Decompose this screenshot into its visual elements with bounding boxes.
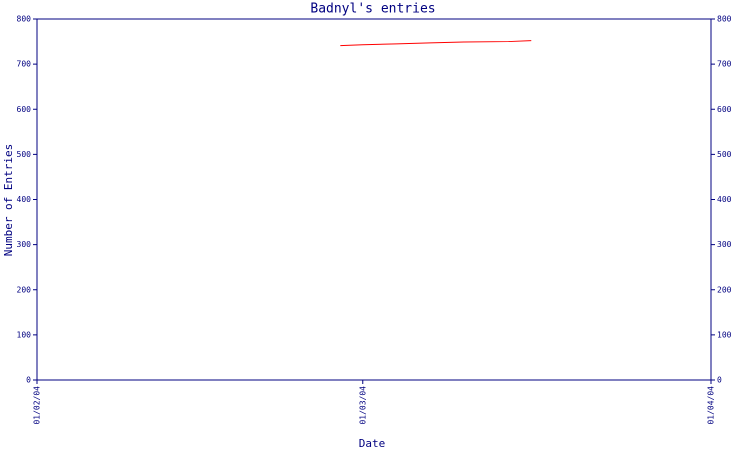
y-tick-label: 500 <box>17 150 32 159</box>
y2-tick-label: 200 <box>717 285 732 294</box>
x-tick-label: 01/02/04 <box>33 386 42 425</box>
y2-tick-label: 700 <box>717 60 732 69</box>
chart-title: Badnyl's entries <box>310 2 435 17</box>
x-axis-label: Date <box>359 437 386 450</box>
y2-tick-label: 0 <box>717 376 722 385</box>
y-tick-label: 200 <box>17 285 32 294</box>
y-tick-label: 600 <box>17 105 32 114</box>
y-tick-label: 100 <box>17 330 32 339</box>
y-tick-label: 700 <box>17 60 32 69</box>
y2-tick-label: 300 <box>717 240 732 249</box>
y-tick-label: 300 <box>17 240 32 249</box>
y2-tick-label: 500 <box>717 150 732 159</box>
data-line <box>340 40 532 47</box>
plot-frame <box>36 18 712 381</box>
y-tick-label: 400 <box>17 195 32 204</box>
y-tick-label: 800 <box>17 15 32 24</box>
y-tick-label: 0 <box>26 376 31 385</box>
y2-tick-label: 100 <box>717 330 732 339</box>
y-axis-label: Number of Entries <box>2 144 15 257</box>
x-tick-label: 01/04/04 <box>707 386 716 425</box>
x-tick-label: 01/03/04 <box>358 386 367 425</box>
y2-tick-label: 400 <box>717 195 732 204</box>
y2-tick-label: 800 <box>717 15 732 24</box>
y2-tick-label: 600 <box>717 105 732 114</box>
